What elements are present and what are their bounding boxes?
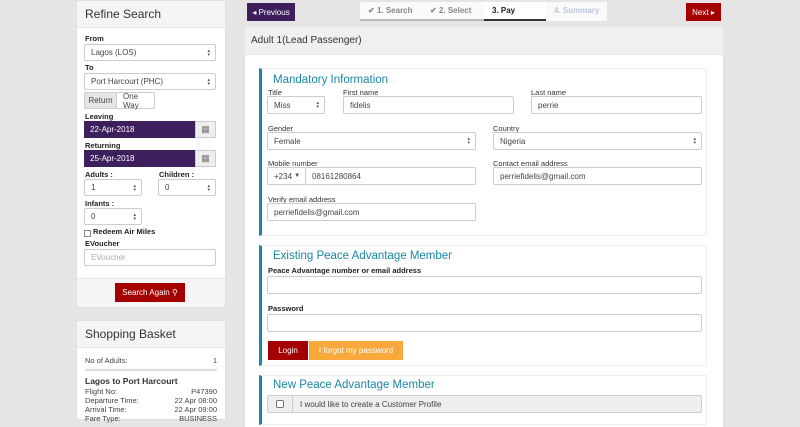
step-select[interactable]: ✔ 2. Select <box>422 2 484 21</box>
from-value: Lagos (LOS) <box>91 48 137 57</box>
evoucher-label: EVoucher <box>85 239 120 248</box>
caret-down-icon: ▼ <box>294 173 301 179</box>
verify-email-input[interactable]: perriefidelis@gmail.com <box>267 203 476 221</box>
evoucher-input[interactable]: EVoucher <box>84 249 216 266</box>
calendar-icon[interactable]: ▦ <box>195 150 216 167</box>
shopping-basket-panel: Shopping Basket No of Adults: 1 Lagos to … <box>76 320 226 423</box>
redeem-checkbox[interactable] <box>84 230 91 237</box>
password-label: Password <box>268 304 304 313</box>
returning-label: Returning <box>85 141 121 150</box>
return-toggle[interactable]: Return <box>84 92 117 109</box>
gender-select[interactable]: Female <box>267 132 476 150</box>
contact-email-input[interactable]: perriefidelis@gmail.com <box>493 167 702 185</box>
member-number-label: Peace Advantage number or email address <box>268 266 422 275</box>
children-select[interactable]: 0 <box>158 179 216 196</box>
create-profile-row: I would like to create a Customer Profil… <box>267 395 702 413</box>
country-label: Country <box>493 124 520 133</box>
title-value: Miss <box>274 100 291 110</box>
create-profile-label: I would like to create a Customer Profil… <box>300 400 442 409</box>
basket-adults-label: No of Adults: <box>85 356 128 365</box>
one-way-toggle[interactable]: One Way <box>116 92 155 110</box>
to-label: To <box>85 63 94 72</box>
refine-search-title: Refine Search <box>77 1 225 28</box>
returning-date-input[interactable]: 25-Apr-2018 <box>84 150 195 167</box>
last-name-input[interactable]: perrie <box>531 96 702 114</box>
leaving-label: Leaving <box>85 112 114 121</box>
step-pay[interactable]: 3. Pay <box>484 2 546 21</box>
adults-value: 1 <box>91 183 96 192</box>
search-again-button[interactable]: Search Again ⚲ <box>115 283 185 302</box>
basket-row: Arrival Time: 22 Apr 09:00 <box>85 405 217 414</box>
shopping-basket-title: Shopping Basket <box>77 321 225 348</box>
from-select[interactable]: Lagos (LOS) <box>84 44 216 61</box>
gender-value: Female <box>274 136 301 146</box>
next-button[interactable]: Next ▸ <box>686 3 721 21</box>
children-value: 0 <box>165 183 170 192</box>
adults-select[interactable]: 1 <box>84 179 142 196</box>
verify-email-label: Verify email address <box>268 195 336 204</box>
children-label: Children : <box>159 170 194 179</box>
basket-row: Fare Type: BUSINESS <box>85 414 217 423</box>
previous-button[interactable]: ◂ Previous <box>247 3 295 21</box>
step-summary: 4. Summary <box>546 2 607 21</box>
infants-label: Infants : <box>85 199 115 208</box>
mandatory-title: Mandatory Information <box>273 74 389 86</box>
infants-value: 0 <box>91 212 96 221</box>
first-name-input[interactable]: fidelis <box>343 96 514 114</box>
from-label: From <box>85 34 104 43</box>
forgot-password-button[interactable]: I forgot my password <box>309 341 403 360</box>
to-value: Port Harcourt (PHC) <box>91 77 164 86</box>
next-label: Next <box>692 7 709 17</box>
country-value: Nigeria <box>500 136 526 146</box>
leaving-date-input[interactable]: 22-Apr-2018 <box>84 121 195 138</box>
mobile-label: Mobile number <box>268 159 318 168</box>
country-select[interactable]: Nigeria <box>493 132 702 150</box>
adults-label: Adults : <box>85 170 113 179</box>
basket-adults-value: 1 <box>212 356 217 365</box>
passenger-title: Adult 1(Lead Passenger) <box>245 27 723 55</box>
title-label: Title <box>268 88 282 97</box>
contact-email-label: Contact email address <box>493 159 568 168</box>
mobile-input[interactable]: 08161280864 <box>305 167 476 185</box>
dial-code-value: +234 <box>274 171 293 181</box>
create-profile-checkbox[interactable] <box>276 400 284 408</box>
member-number-input[interactable] <box>267 276 702 294</box>
basket-route: Lagos to Port Harcourt <box>85 376 178 386</box>
to-select[interactable]: Port Harcourt (PHC) <box>84 73 216 90</box>
gender-label: Gender <box>268 124 294 133</box>
infants-select[interactable]: 0 <box>84 208 142 225</box>
calendar-icon[interactable]: ▦ <box>195 121 216 138</box>
previous-label: Previous <box>258 7 290 17</box>
new-member-title: New Peace Advantage Member <box>273 379 435 391</box>
search-icon: ⚲ <box>171 288 178 297</box>
first-name-label: First name <box>343 88 379 97</box>
password-input[interactable] <box>267 314 702 332</box>
basket-row: Departure Time: 22 Apr 08:00 <box>85 396 217 405</box>
search-again-label: Search Again <box>122 288 170 297</box>
step-search[interactable]: ✔ 1. Search <box>360 2 422 21</box>
login-button[interactable]: Login <box>268 341 308 360</box>
redeem-label: Redeem Air Miles <box>93 227 156 236</box>
title-select[interactable]: Miss <box>267 96 325 114</box>
dial-code-dropdown[interactable]: +234 ▼ <box>267 167 306 185</box>
existing-member-title: Existing Peace Advantage Member <box>273 250 452 262</box>
last-name-label: Last name <box>531 88 567 97</box>
basket-row: Flight No: P47390 <box>85 387 217 396</box>
